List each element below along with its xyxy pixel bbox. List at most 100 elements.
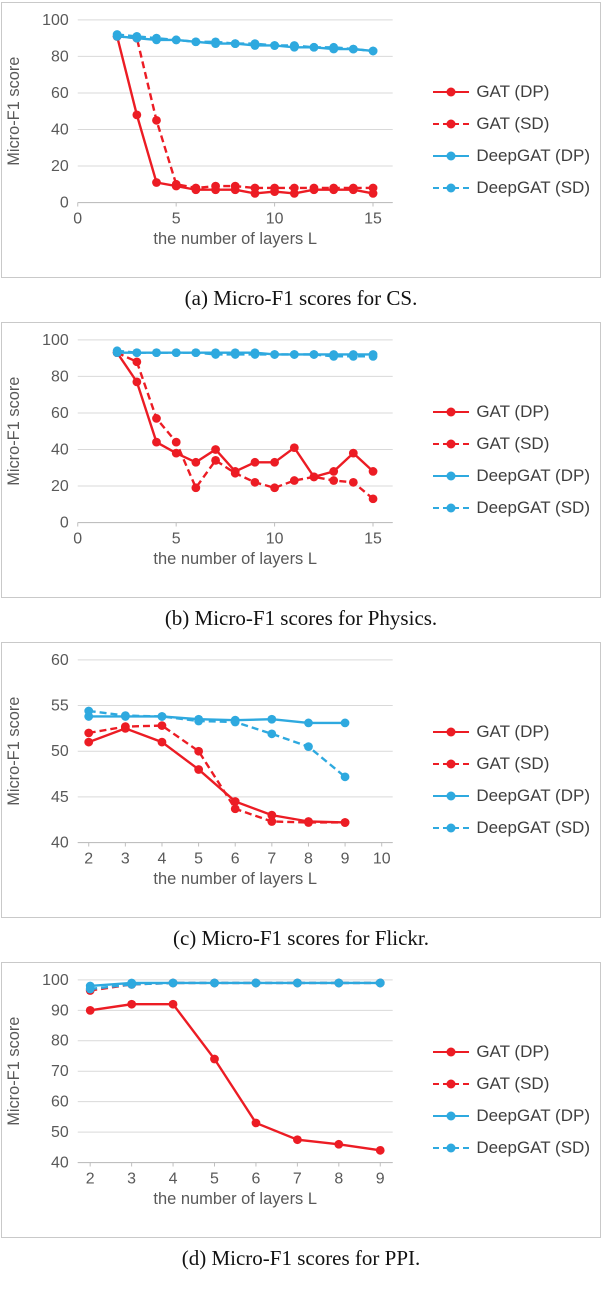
svg-text:20: 20 xyxy=(51,478,69,495)
svg-text:80: 80 xyxy=(51,48,69,65)
svg-text:15: 15 xyxy=(364,210,382,227)
svg-text:50: 50 xyxy=(51,1124,69,1141)
svg-text:2: 2 xyxy=(84,850,93,867)
legend-item: GAT (DP) xyxy=(433,722,590,742)
svg-text:the number of layers L: the number of layers L xyxy=(153,230,317,248)
svg-text:10: 10 xyxy=(373,850,391,867)
legend-item: DeepGAT (DP) xyxy=(433,786,590,806)
svg-text:7: 7 xyxy=(267,850,276,867)
svg-text:8: 8 xyxy=(304,850,313,867)
svg-text:3: 3 xyxy=(127,1170,136,1187)
legend-line-red-dashed-icon xyxy=(433,1079,470,1090)
legend-line-blue-solid-icon xyxy=(433,151,470,162)
svg-text:60: 60 xyxy=(51,405,69,422)
caption-b: (b) Micro-F1 scores for Physics. xyxy=(164,606,438,630)
svg-text:5: 5 xyxy=(210,1170,219,1187)
svg-text:40: 40 xyxy=(51,1155,69,1172)
legend-item: DeepGAT (DP) xyxy=(433,466,590,486)
legend-label: GAT (SD) xyxy=(476,114,550,133)
svg-text:60: 60 xyxy=(51,652,69,669)
svg-text:100: 100 xyxy=(42,12,69,29)
svg-text:5: 5 xyxy=(172,530,181,547)
svg-text:90: 90 xyxy=(51,1002,69,1019)
svg-text:60: 60 xyxy=(51,85,69,102)
svg-text:6: 6 xyxy=(252,1170,261,1187)
svg-text:60: 60 xyxy=(51,1094,69,1111)
legend-item: GAT (DP) xyxy=(433,402,590,422)
legend-item: GAT (DP) xyxy=(433,82,590,102)
svg-text:Micro-F1 score: Micro-F1 score xyxy=(5,57,23,166)
svg-text:10: 10 xyxy=(266,530,284,547)
svg-text:4: 4 xyxy=(169,1170,178,1187)
legend-d: GAT (DP) GAT (SD) DeepGAT (DP) DeepGAT (… xyxy=(433,1040,590,1160)
panel-a: 0 20 40 60 80 100 0 5 10 15 the number of layers L… xyxy=(0,2,602,311)
svg-text:100: 100 xyxy=(42,332,69,349)
svg-text:70: 70 xyxy=(51,1063,69,1080)
legend-label: GAT (SD) xyxy=(476,754,550,773)
legend-b: GAT (DP) GAT (SD) DeepGAT (DP) DeepGAT (… xyxy=(433,400,590,520)
caption-a: (a) Micro-F1 scores for CS. xyxy=(184,286,418,310)
svg-text:2: 2 xyxy=(86,1170,95,1187)
legend-line-blue-dashed-icon xyxy=(433,1143,470,1154)
legend-item: GAT (DP) xyxy=(433,1042,590,1062)
legend-item: GAT (SD) xyxy=(433,114,590,134)
svg-text:6: 6 xyxy=(231,850,240,867)
svg-text:80: 80 xyxy=(51,1033,69,1050)
legend-label: DeepGAT (DP) xyxy=(476,466,590,485)
legend-label: GAT (DP) xyxy=(476,722,550,741)
chart-box-c: 40 45 50 55 60 2 3 4 5 6 7 8 9 10 the number of layers… xyxy=(1,642,601,918)
svg-text:0: 0 xyxy=(60,195,69,212)
svg-text:8: 8 xyxy=(334,1170,343,1187)
caption-c: (c) Micro-F1 scores for Flickr. xyxy=(172,926,430,950)
legend-line-red-dashed-icon xyxy=(433,759,470,770)
svg-text:40: 40 xyxy=(51,441,69,458)
panel-d: 40 50 60 70 80 90 100 2 3 4 5 6 7 8 9 the number of lay… xyxy=(0,962,602,1271)
svg-text:5: 5 xyxy=(172,210,181,227)
legend-line-blue-solid-icon xyxy=(433,791,470,802)
legend-item: DeepGAT (DP) xyxy=(433,1106,590,1126)
svg-text:0: 0 xyxy=(73,530,82,547)
svg-text:0: 0 xyxy=(73,210,82,227)
legend-label: DeepGAT (DP) xyxy=(476,146,590,165)
legend-a: GAT (DP) GAT (SD) DeepGAT (DP) DeepGAT (… xyxy=(433,80,590,200)
svg-text:the number of layers L: the number of layers L xyxy=(153,1190,317,1208)
svg-text:4: 4 xyxy=(158,850,167,867)
svg-text:20: 20 xyxy=(51,158,69,175)
legend-line-red-solid-icon xyxy=(433,87,470,98)
chart-box-a: 0 20 40 60 80 100 0 5 10 15 the number of layers L… xyxy=(1,2,601,278)
legend-item: GAT (SD) xyxy=(433,754,590,774)
legend-item: DeepGAT (SD) xyxy=(433,498,590,518)
svg-text:0: 0 xyxy=(60,515,69,532)
chart-b-plot: 0 20 40 60 80 100 0 5 10 15 the number of layers L… xyxy=(5,332,393,568)
svg-text:Micro-F1 score: Micro-F1 score xyxy=(5,377,23,486)
chart-box-b: 0 20 40 60 80 100 0 5 10 15 the number of layers L… xyxy=(1,322,601,598)
panel-b: 0 20 40 60 80 100 0 5 10 15 the number of layers L… xyxy=(0,322,602,631)
svg-text:50: 50 xyxy=(51,743,69,760)
svg-text:55: 55 xyxy=(51,698,69,715)
legend-label: DeepGAT (SD) xyxy=(476,1138,590,1157)
svg-text:Micro-F1 score: Micro-F1 score xyxy=(5,697,23,806)
svg-text:15: 15 xyxy=(364,530,382,547)
svg-text:Micro-F1 score: Micro-F1 score xyxy=(5,1017,23,1126)
legend-item: GAT (SD) xyxy=(433,1074,590,1094)
chart-box-d: 40 50 60 70 80 90 100 2 3 4 5 6 7 8 9 the number of lay… xyxy=(1,962,601,1238)
legend-line-red-solid-icon xyxy=(433,1047,470,1058)
svg-text:5: 5 xyxy=(194,850,203,867)
svg-text:10: 10 xyxy=(266,210,284,227)
legend-line-red-dashed-icon xyxy=(433,119,470,130)
chart-d-plot: 40 50 60 70 80 90 100 2 3 4 5 6 7 8 9 the number of lay… xyxy=(5,972,393,1208)
svg-text:the number of layers L: the number of layers L xyxy=(153,870,317,888)
svg-text:9: 9 xyxy=(341,850,350,867)
svg-text:3: 3 xyxy=(121,850,130,867)
legend-line-red-solid-icon xyxy=(433,727,470,738)
legend-item: DeepGAT (SD) xyxy=(433,818,590,838)
chart-a-plot: 0 20 40 60 80 100 0 5 10 15 the number of layers L… xyxy=(5,12,393,248)
legend-line-red-solid-icon xyxy=(433,407,470,418)
svg-text:40: 40 xyxy=(51,121,69,138)
svg-text:45: 45 xyxy=(51,789,69,806)
panel-c: 40 45 50 55 60 2 3 4 5 6 7 8 9 10 the number of layers… xyxy=(0,642,602,951)
svg-text:9: 9 xyxy=(376,1170,385,1187)
legend-item: DeepGAT (SD) xyxy=(433,178,590,198)
legend-item: GAT (SD) xyxy=(433,434,590,454)
